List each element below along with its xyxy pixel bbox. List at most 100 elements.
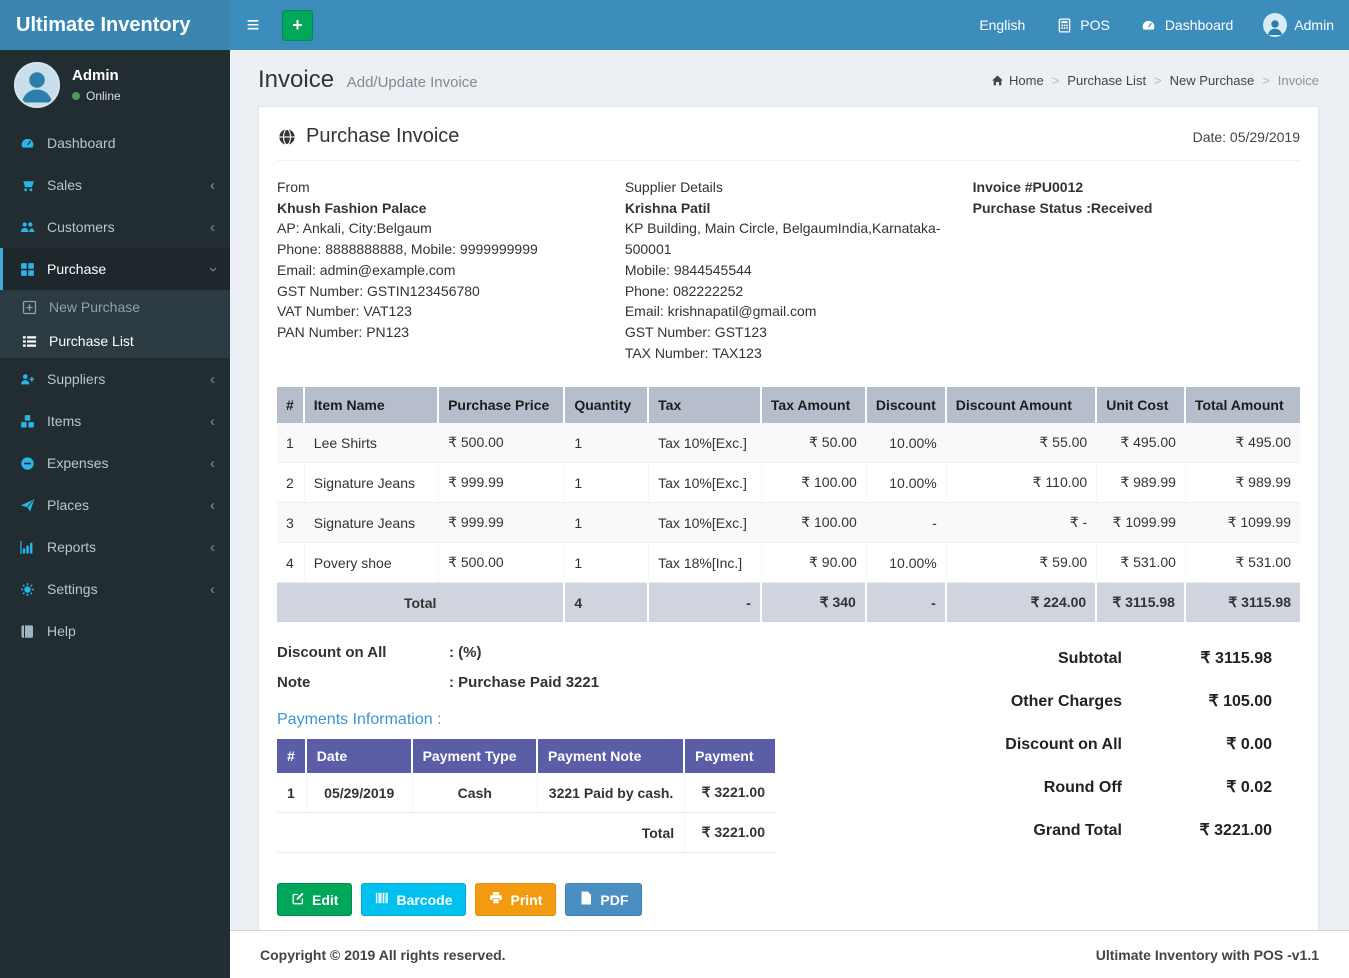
- sidebar-item-customers[interactable]: Customers ‹: [0, 206, 230, 248]
- chevron-down-icon: ‹: [204, 266, 221, 272]
- items-table: # Item Name Purchase Price Quantity Tax …: [277, 387, 1300, 623]
- barcode-icon: [375, 891, 389, 908]
- payments-table-header: # Date Payment Type Payment Note Payment: [277, 739, 775, 774]
- list-icon: [20, 334, 38, 349]
- card-title: Purchase Invoice: [277, 125, 459, 148]
- chevron-left-icon: ‹: [210, 538, 215, 556]
- nav-dashboard[interactable]: Dashboard: [1125, 0, 1249, 50]
- sidebar-item-expenses[interactable]: Expenses ‹: [0, 442, 230, 484]
- book-icon: [18, 624, 36, 639]
- main-content: Invoice Add/Update Invoice Home > Purcha…: [230, 50, 1349, 930]
- payments-total-row: Total ₹ 3221.00: [277, 813, 775, 854]
- chevron-left-icon: ‹: [210, 454, 215, 472]
- sidebar-item-reports[interactable]: Reports ‹: [0, 526, 230, 568]
- invoice-number: Invoice #PU0012: [972, 179, 1084, 195]
- minus-circle-icon: [18, 456, 36, 471]
- purchase-submenu: New Purchase Purchase List: [0, 290, 230, 358]
- table-row: 1 05/29/2019 Cash 3221 Paid by cash. ₹ 3…: [277, 773, 775, 814]
- summary-discount-on-all: Discount on All ₹ 0.00: [1005, 736, 1272, 754]
- chevron-left-icon: ‹: [210, 580, 215, 598]
- gears-icon: [18, 582, 36, 597]
- breadcrumb-current: Invoice: [1277, 73, 1319, 88]
- breadcrumb-home[interactable]: Home: [990, 73, 1044, 88]
- pdf-button[interactable]: PDF: [565, 883, 643, 917]
- barcode-button[interactable]: Barcode: [361, 883, 467, 917]
- chevron-left-icon: ‹: [210, 176, 215, 194]
- user-plus-icon: [18, 372, 36, 387]
- nav-pos-label: POS: [1080, 17, 1110, 33]
- payments-heading: Payments Information :: [277, 711, 442, 729]
- invoice-meta-block: Invoice #PU0012 Purchase Status :Receive…: [973, 177, 1300, 363]
- table-row: 4 Povery shoe ₹ 500.00 1 Tax 18%[Inc.] ₹…: [277, 543, 1300, 584]
- invoice-date: Date: 05/29/2019: [1192, 128, 1300, 145]
- sidebar-menu: Dashboard Sales ‹ Customers ‹: [0, 122, 230, 652]
- sidebar-user-status: Online: [72, 89, 121, 103]
- sidebar-toggle-button[interactable]: ≡: [230, 0, 276, 50]
- from-block: From Khush Fashion Palace AP: Ankali, Ci…: [277, 177, 625, 363]
- summary-round-off: Round Off ₹ 0.02: [1043, 779, 1272, 797]
- globe-icon: [277, 128, 297, 146]
- speedometer-icon: [18, 136, 36, 151]
- grid-icon: [18, 262, 36, 277]
- items-table-header: # Item Name Purchase Price Quantity Tax …: [277, 387, 1300, 424]
- home-icon: [990, 74, 1004, 87]
- sidebar-item-purchase-list[interactable]: Purchase List: [0, 324, 230, 358]
- nav-language[interactable]: English: [964, 0, 1040, 50]
- navbar-main: ≡ + English POS Dashboard: [230, 0, 1349, 50]
- sidebar-item-sales[interactable]: Sales ‹: [0, 164, 230, 206]
- footer-version: Ultimate Inventory with POS -v1.1: [1095, 947, 1319, 963]
- summary-grand-total: Grand Total ₹ 3221.00: [1033, 822, 1272, 840]
- print-button[interactable]: Print: [475, 883, 557, 917]
- sidebar-item-help[interactable]: Help: [0, 610, 230, 652]
- avatar: [1263, 13, 1288, 37]
- sidebar: Admin Online Dashboard Sales ‹: [0, 50, 230, 978]
- printer-icon: [489, 891, 503, 908]
- speedometer-icon: [1140, 18, 1158, 33]
- sidebar-user-name: Admin: [72, 67, 119, 84]
- items-table-total-row: Total 4 - ₹ 340 - ₹ 224.00 ₹ 3115.98 ₹ 3…: [277, 583, 1300, 623]
- app-brand[interactable]: Ultimate Inventory: [0, 0, 230, 50]
- discount-on-all-row: Discount on All: (%): [277, 644, 482, 662]
- avatar: [14, 62, 60, 108]
- plus-icon: +: [292, 14, 303, 35]
- note-row: Note: Purchase Paid 3221: [277, 674, 600, 692]
- chevron-left-icon: ‹: [210, 370, 215, 388]
- plus-square-icon: [20, 300, 38, 315]
- chevron-left-icon: ‹: [210, 496, 215, 514]
- purchase-invoice-card: Purchase Invoice Date: 05/29/2019 From K…: [258, 106, 1319, 930]
- sidebar-item-new-purchase[interactable]: New Purchase: [0, 290, 230, 324]
- supplier-block: Supplier Details Krishna Patil KP Buildi…: [625, 177, 973, 363]
- totals-summary: Subtotal ₹ 3115.98 Other Charges ₹ 105.0…: [950, 644, 1300, 863]
- bar-chart-icon: [18, 540, 36, 555]
- sidebar-item-settings[interactable]: Settings ‹: [0, 568, 230, 610]
- cubes-icon: [18, 414, 36, 429]
- nav-pos[interactable]: POS: [1040, 0, 1125, 50]
- hamburger-icon: ≡: [246, 12, 260, 37]
- edit-button[interactable]: Edit: [277, 883, 353, 917]
- chevron-left-icon: ‹: [210, 218, 215, 236]
- breadcrumb-new-purchase[interactable]: New Purchase: [1169, 73, 1255, 88]
- edit-icon: [291, 891, 305, 908]
- table-row: 3 Signature Jeans ₹ 999.99 1 Tax 10%[Exc…: [277, 503, 1300, 544]
- breadcrumb-purchase-list[interactable]: Purchase List: [1067, 73, 1147, 88]
- page-title: Invoice Add/Update Invoice: [258, 66, 478, 93]
- cart-icon: [18, 178, 36, 193]
- nav-user[interactable]: Admin: [1248, 0, 1349, 50]
- quick-add-button[interactable]: +: [282, 9, 313, 41]
- sidebar-item-dashboard[interactable]: Dashboard: [0, 122, 230, 164]
- sidebar-item-places[interactable]: Places ‹: [0, 484, 230, 526]
- invoice-actions: Edit Barcode Print PDF: [277, 883, 1300, 917]
- page-subtitle: Add/Update Invoice: [346, 74, 478, 91]
- calculator-icon: [1055, 17, 1073, 33]
- sidebar-item-suppliers[interactable]: Suppliers ‹: [0, 358, 230, 400]
- top-navbar: Ultimate Inventory ≡ + English POS Dashb: [0, 0, 1349, 50]
- sidebar-item-purchase[interactable]: Purchase ‹: [0, 248, 230, 290]
- nav-dashboard-label: Dashboard: [1164, 17, 1234, 33]
- sidebar-item-items[interactable]: Items ‹: [0, 400, 230, 442]
- table-row: 1 Lee Shirts ₹ 500.00 1 Tax 10%[Exc.] ₹ …: [277, 423, 1300, 464]
- online-status-icon: [72, 92, 80, 100]
- navbar-right-menu: English POS Dashboard Admin: [964, 0, 1349, 50]
- footer: Copyright © 2019 All rights reserved. Ul…: [230, 930, 1349, 978]
- breadcrumb: Home > Purchase List > New Purchase > In…: [990, 73, 1319, 88]
- supplier-name: Krishna Patil: [624, 199, 711, 216]
